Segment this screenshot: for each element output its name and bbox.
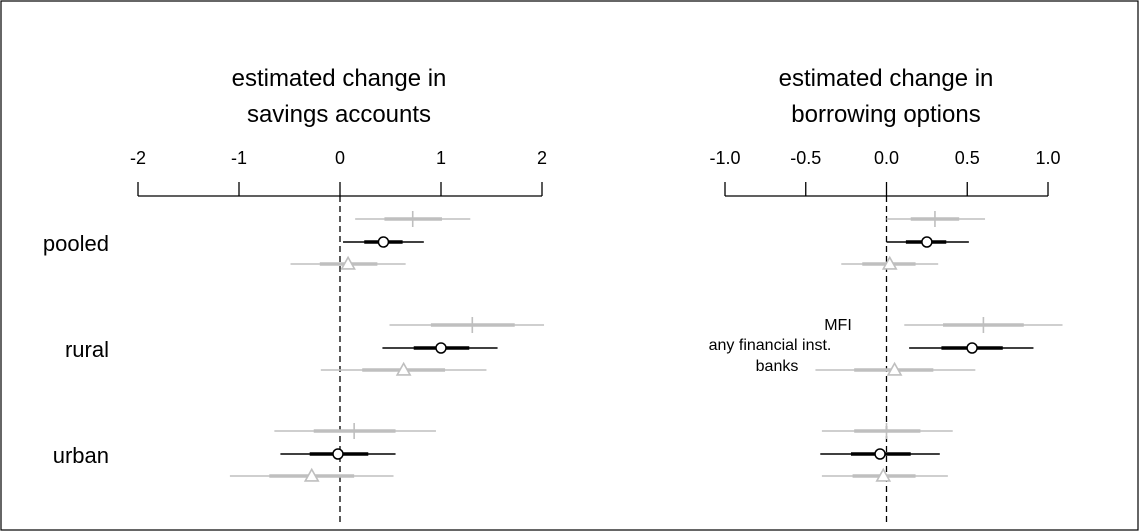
savings-tick-label: 2 <box>537 148 547 168</box>
savings-estimate-circle-pooled <box>343 236 424 248</box>
point-estimate-circle <box>921 236 933 248</box>
row-label-pooled: pooled <box>43 231 109 256</box>
borrowing-estimate-circle-pooled <box>886 236 969 248</box>
legend-label-any-financial-inst: any financial inst. <box>709 337 832 354</box>
savings-accounts-panel: estimated change in savings accounts -2-… <box>130 65 547 526</box>
legend-label-mfi: MFI <box>824 317 852 334</box>
borrowing-tick-label: 0.5 <box>955 148 980 168</box>
savings-estimates <box>229 211 545 482</box>
savings-estimate-circle-rural <box>382 342 498 354</box>
savings-title-line-1: estimated change in <box>232 65 447 92</box>
savings-x-axis: -2 -1 0 1 2 <box>130 148 547 526</box>
savings-tick-label: 1 <box>436 148 446 168</box>
borrowing-x-axis: -1.0 -0.5 0.0 0.5 1.0 <box>709 148 1061 526</box>
savings-tick-label: 0 <box>335 148 345 168</box>
borrowing-title-line-2: borrowing options <box>791 101 980 128</box>
savings-title-line-2: savings accounts <box>247 101 431 128</box>
point-estimate-triangle <box>886 361 903 376</box>
savings-estimate-plus-rural <box>389 317 545 333</box>
savings-estimate-triangle-urban <box>229 467 394 482</box>
borrowing-estimate-triangle-pooled <box>841 255 939 270</box>
borrowing-estimates <box>815 211 1063 482</box>
savings-estimate-plus-pooled <box>355 211 471 227</box>
borrowing-tick-label: 0.0 <box>874 148 899 168</box>
borrowing-title-line-1: estimated change in <box>779 65 994 92</box>
savings-estimate-plus-urban <box>274 423 436 439</box>
point-estimate-circle <box>966 342 978 354</box>
legend-label-banks: banks <box>756 358 799 375</box>
series-legend: MFI any financial inst. banks <box>709 317 852 375</box>
point-estimate-circle <box>435 342 447 354</box>
point-estimate-triangle <box>395 361 412 376</box>
row-label-urban: urban <box>53 443 109 468</box>
point-estimate-circle <box>332 448 344 460</box>
point-estimate-triangle <box>881 255 898 270</box>
borrowing-estimate-triangle-rural <box>815 361 976 376</box>
borrowing-estimate-circle-rural <box>909 342 1034 354</box>
borrowing-estimate-plus-pooled <box>886 211 986 227</box>
borrowing-tick-label: -0.5 <box>790 148 821 168</box>
borrowing-options-panel: estimated change in borrowing options -1… <box>709 65 1063 526</box>
savings-estimate-triangle-pooled <box>290 255 406 270</box>
savings-tick-label: -2 <box>130 148 146 168</box>
point-estimate-circle <box>377 236 390 248</box>
point-estimate-circle <box>874 448 886 460</box>
savings-tick-label: -1 <box>231 148 247 168</box>
savings-estimate-triangle-rural <box>320 361 487 376</box>
row-label-rural: rural <box>65 337 109 362</box>
point-estimate-triangle <box>303 467 320 482</box>
borrowing-estimate-circle-urban <box>820 448 940 460</box>
savings-estimate-circle-urban <box>280 448 396 460</box>
borrowing-estimate-plus-urban <box>821 423 953 439</box>
borrowing-tick-label: -1.0 <box>709 148 740 168</box>
point-estimate-triangle <box>340 255 356 270</box>
borrowing-estimate-plus-rural <box>904 317 1063 333</box>
borrowing-estimate-triangle-urban <box>821 467 948 482</box>
point-estimate-triangle <box>875 467 892 482</box>
borrowing-tick-label: 1.0 <box>1035 148 1060 168</box>
